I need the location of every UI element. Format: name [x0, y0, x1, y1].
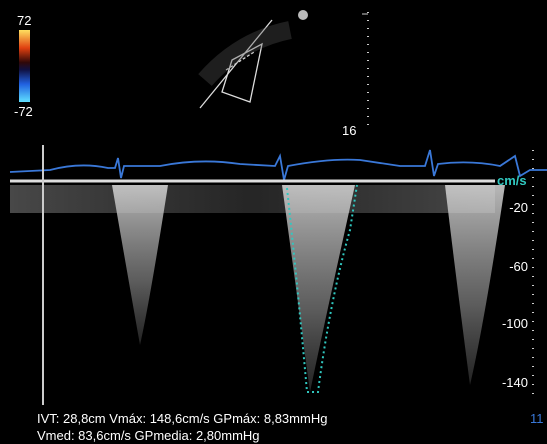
spectral-envelope — [282, 185, 355, 392]
depth-label: 16 — [342, 123, 356, 138]
velocity-tick: -100 — [502, 316, 528, 331]
velocity-tick: -20 — [509, 200, 528, 215]
velocity-tick: -60 — [509, 259, 528, 274]
spectral-envelope — [112, 185, 168, 345]
velocity-tick: -140 — [502, 375, 528, 390]
color-bar — [19, 30, 30, 102]
ecg-trace — [9, 149, 547, 181]
focus-marker — [298, 10, 308, 20]
color-bar-min: -72 — [14, 104, 33, 119]
baseline-noise — [10, 185, 495, 213]
measurement-line: Vmed: 83,6cm/s GPmedia: 2,80mmHg — [37, 428, 260, 443]
spectral-envelope — [445, 185, 505, 385]
color-bar-max: 72 — [17, 13, 31, 28]
velocity-unit: cm/s — [497, 173, 527, 188]
sector-view — [198, 19, 292, 109]
frame-number: 11 — [530, 411, 544, 426]
measurement-line: IVT: 28,8cm Vmáx: 148,6cm/s GPmáx: 8,83m… — [37, 411, 327, 426]
